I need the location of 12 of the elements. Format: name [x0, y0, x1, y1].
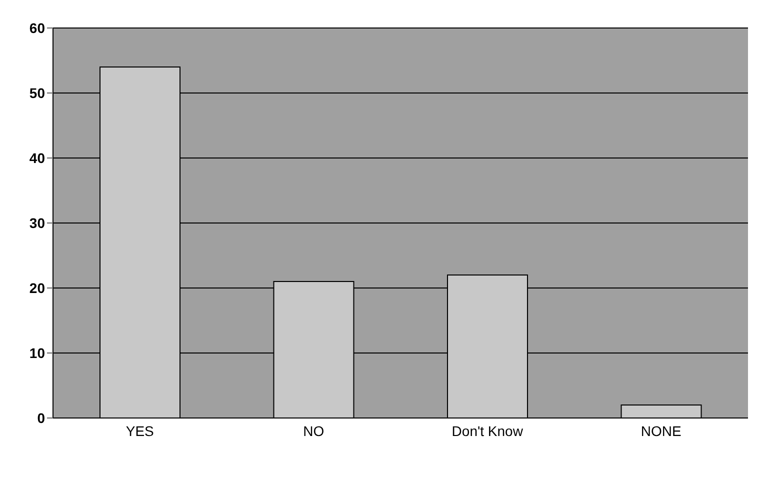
y-tick-label: 60 [29, 20, 46, 36]
y-tick-label: 50 [29, 84, 46, 101]
y-tick-label: 30 [29, 214, 46, 231]
x-tick-label: YES [126, 422, 154, 439]
x-tick-label: NO [303, 422, 324, 439]
y-tick-label: 20 [29, 280, 46, 296]
bar [620, 404, 702, 418]
y-tick-label: 10 [29, 344, 46, 361]
x-tick-label: Don't Know [452, 422, 524, 439]
y-tick-label: 0 [37, 410, 46, 426]
y-tick-label: 40 [29, 150, 46, 166]
x-tick-label: NONE [640, 422, 682, 439]
